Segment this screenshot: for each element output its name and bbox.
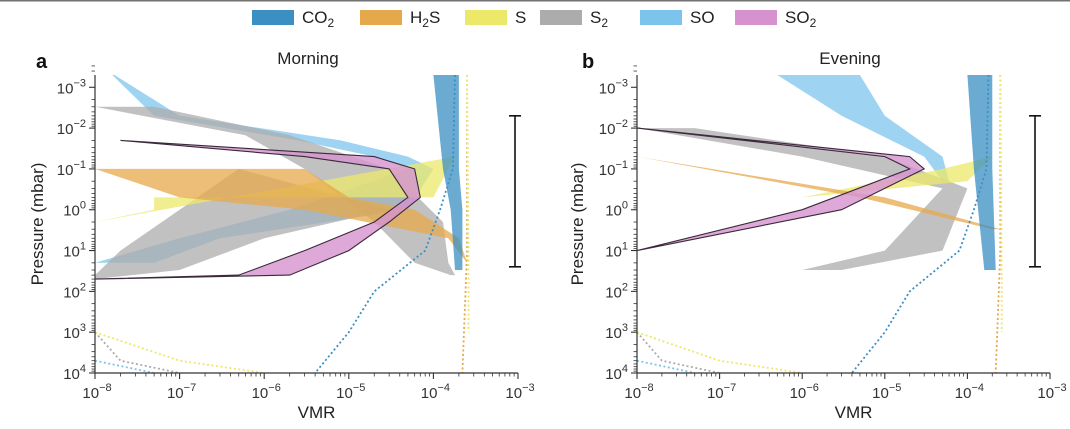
x-axis-label: VMR: [298, 403, 336, 422]
y-axis-label: Pressure (mbar): [28, 163, 47, 286]
band-co2: [433, 75, 463, 270]
band-s2: [637, 128, 968, 270]
y-tick-label-3: 100: [605, 200, 628, 220]
plot-area: [95, 75, 470, 373]
panel-letter: b: [582, 51, 594, 73]
y-tick-label-1: 10−2: [57, 118, 86, 138]
legend-swatch-s2: [540, 10, 582, 25]
legend-swatch-so2: [735, 10, 777, 25]
x-tick-label-1: 10−7: [167, 382, 196, 402]
profile-s2-4: [637, 331, 720, 373]
y-tick-label-0: 10−3: [599, 77, 628, 97]
legend-label-h2s: H2S: [410, 8, 440, 30]
profile-s-2: [999, 75, 1003, 333]
x-tick-label-2: 10−6: [790, 382, 819, 402]
x-tick-label-2: 10−6: [252, 382, 281, 402]
profile-h2s-1: [461, 75, 468, 373]
y-tick-label-4: 101: [63, 241, 86, 261]
legend-swatch-h2s: [360, 10, 402, 25]
x-tick-label-4: 10−4: [421, 382, 450, 402]
band-s: [802, 156, 993, 198]
legend-swatch-co2: [252, 10, 294, 25]
y-tick-label-6: 103: [63, 322, 86, 342]
band-so2: [637, 127, 926, 252]
legend-label-so: SO: [690, 8, 715, 27]
y-tick-label-0: 10−3: [57, 77, 86, 97]
y-tick-label-5: 102: [63, 281, 86, 301]
band-h2s: [95, 168, 468, 263]
y-tick-label-4: 101: [605, 241, 628, 261]
x-tick-label-5: 10−3: [505, 382, 534, 402]
panel-title: Morning: [277, 49, 338, 68]
y-tick-label-2: 10−1: [599, 159, 628, 179]
y-tick-label-3: 100: [63, 200, 86, 220]
y-tick-label-7: 104: [605, 363, 628, 383]
plot-area: [637, 75, 1003, 373]
band-so2: [95, 139, 421, 280]
x-tick-label-3: 10−5: [336, 382, 365, 402]
y-tick-label-6: 103: [605, 322, 628, 342]
band-co2: [967, 75, 996, 270]
panel-letter: a: [36, 51, 48, 73]
x-tick-label-1: 10−7: [707, 382, 736, 402]
profile-so-3: [95, 359, 155, 373]
panel-morning: 10−8 10−7 10−6 10−5 10−4 10−3 10−3 10−2 10−1 100 1…: [28, 49, 535, 422]
band-h2s: [637, 156, 1001, 230]
panel-title: Evening: [819, 49, 880, 68]
x-tick-label-5: 10−3: [1037, 382, 1066, 402]
x-tick-label-0: 10−8: [82, 382, 111, 402]
x-tick-label-0: 10−8: [624, 382, 653, 402]
legend-swatch-so: [640, 10, 682, 25]
panel-evening: 10−8 10−7 10−6 10−5 10−4 10−3 10−3 10−2 10−1 100 1…: [568, 49, 1067, 422]
profile-s-2: [466, 75, 470, 333]
y-tick-label-7: 104: [63, 363, 86, 383]
profile-h2s-1: [994, 75, 1002, 373]
profile-s-5: [95, 331, 265, 373]
x-tick-label-3: 10−5: [872, 382, 901, 402]
y-tick-label-1: 10−2: [599, 118, 628, 138]
profile-s2-4: [95, 331, 180, 373]
legend-label-s2: S2: [590, 8, 608, 30]
band-so: [777, 75, 950, 182]
legend: CO2 H2S S S2 SO SO2: [252, 8, 817, 30]
legend-swatch-s: [465, 10, 507, 25]
x-axis-label: VMR: [835, 403, 873, 422]
y-axis-label: Pressure (mbar): [568, 163, 587, 286]
profile-co2-0: [314, 75, 456, 373]
profile-s-5: [637, 331, 803, 373]
y-tick-label-5: 102: [605, 281, 628, 301]
legend-label-so2: SO2: [785, 8, 817, 30]
y-tick-label-2: 10−1: [57, 159, 86, 179]
legend-label-co2: CO2: [302, 8, 335, 30]
legend-label-s: S: [515, 8, 526, 27]
x-tick-label-4: 10−4: [955, 382, 984, 402]
profile-so-3: [637, 359, 695, 373]
